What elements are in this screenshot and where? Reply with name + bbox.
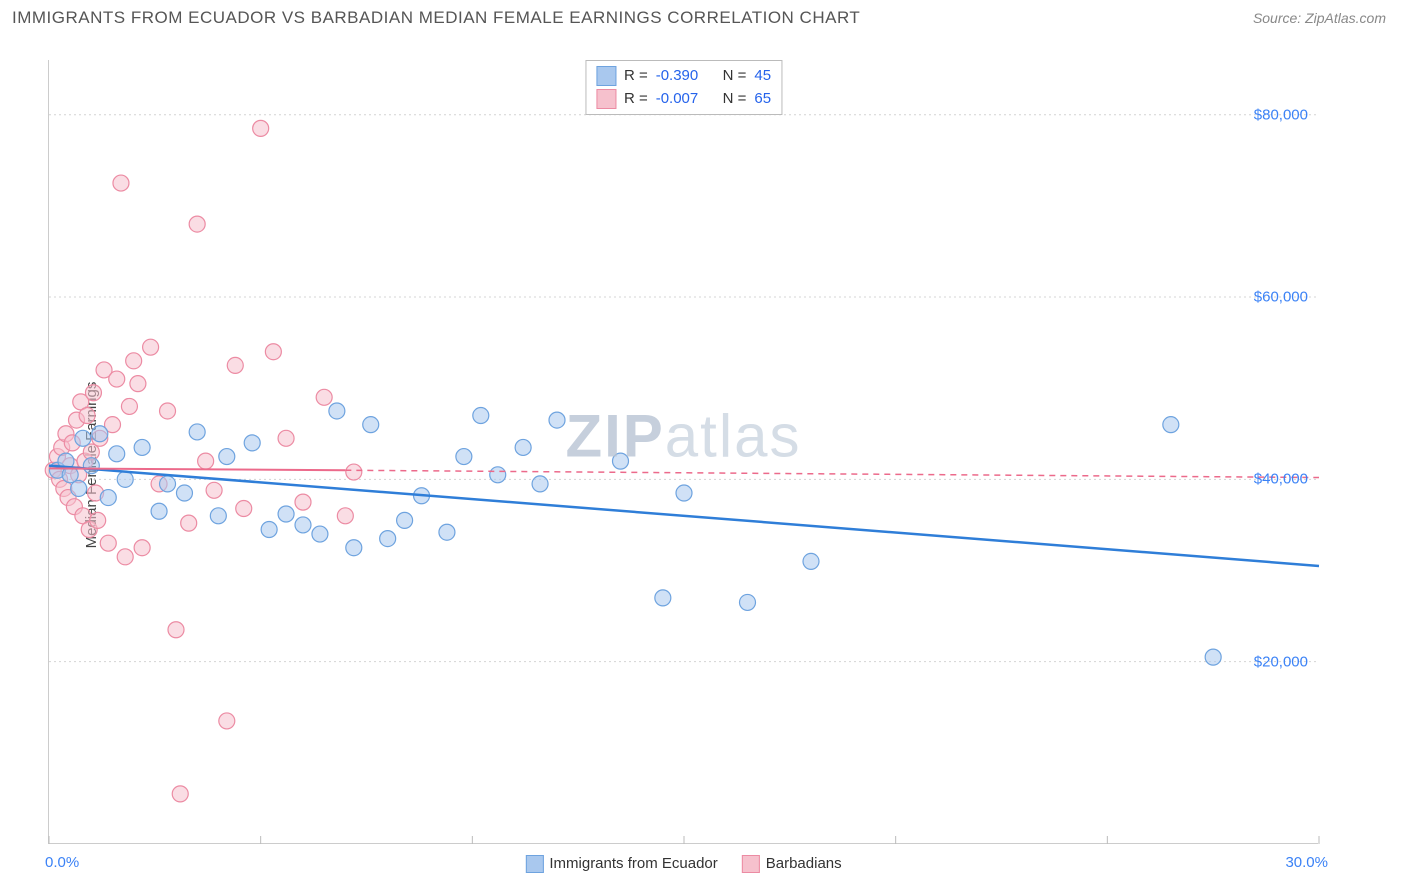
x-tick-max: 30.0% [1285, 854, 1328, 871]
n-label: N = [723, 65, 747, 88]
y-tick-label: $80,000 [1254, 106, 1308, 123]
y-tick-label: $20,000 [1254, 653, 1308, 670]
legend-row-ecuador: R = -0.390 N = 45 [596, 65, 771, 88]
swatch-barbadians-bottom [742, 855, 760, 873]
legend-item-ecuador: Immigrants from Ecuador [525, 855, 717, 873]
legend-row-barbadians: R = -0.007 N = 65 [596, 88, 771, 111]
chart-area: Median Female Earnings ZIPatlas R = -0.3… [0, 38, 1406, 892]
swatch-ecuador-bottom [525, 855, 543, 873]
r-value-barbadians: -0.007 [656, 88, 699, 111]
correlation-legend: R = -0.390 N = 45 R = -0.007 N = 65 [585, 60, 782, 115]
n-value-barbadians: 65 [754, 88, 771, 111]
plot-area: ZIPatlas R = -0.390 N = 45 R = -0.007 N … [48, 60, 1318, 844]
series-legend: Immigrants from Ecuador Barbadians [525, 855, 841, 873]
source-name: ZipAtlas.com [1305, 10, 1386, 26]
r-value-ecuador: -0.390 [656, 65, 699, 88]
legend-item-barbadians: Barbadians [742, 855, 842, 873]
y-tick-label: $40,000 [1254, 471, 1308, 488]
source-attribution: Source: ZipAtlas.com [1253, 10, 1386, 26]
n-value-ecuador: 45 [754, 65, 771, 88]
plot-svg [49, 60, 1319, 844]
n-label: N = [723, 88, 747, 111]
y-tick-label: $60,000 [1254, 289, 1308, 306]
swatch-barbadians [596, 89, 616, 109]
swatch-ecuador [596, 66, 616, 86]
chart-title: IMMIGRANTS FROM ECUADOR VS BARBADIAN MED… [12, 8, 860, 28]
chart-header: IMMIGRANTS FROM ECUADOR VS BARBADIAN MED… [0, 0, 1406, 32]
legend-label-barbadians: Barbadians [766, 855, 842, 872]
r-label: R = [624, 88, 648, 111]
legend-label-ecuador: Immigrants from Ecuador [549, 855, 717, 872]
source-prefix: Source: [1253, 10, 1305, 26]
r-label: R = [624, 65, 648, 88]
x-tick-min: 0.0% [45, 854, 79, 871]
